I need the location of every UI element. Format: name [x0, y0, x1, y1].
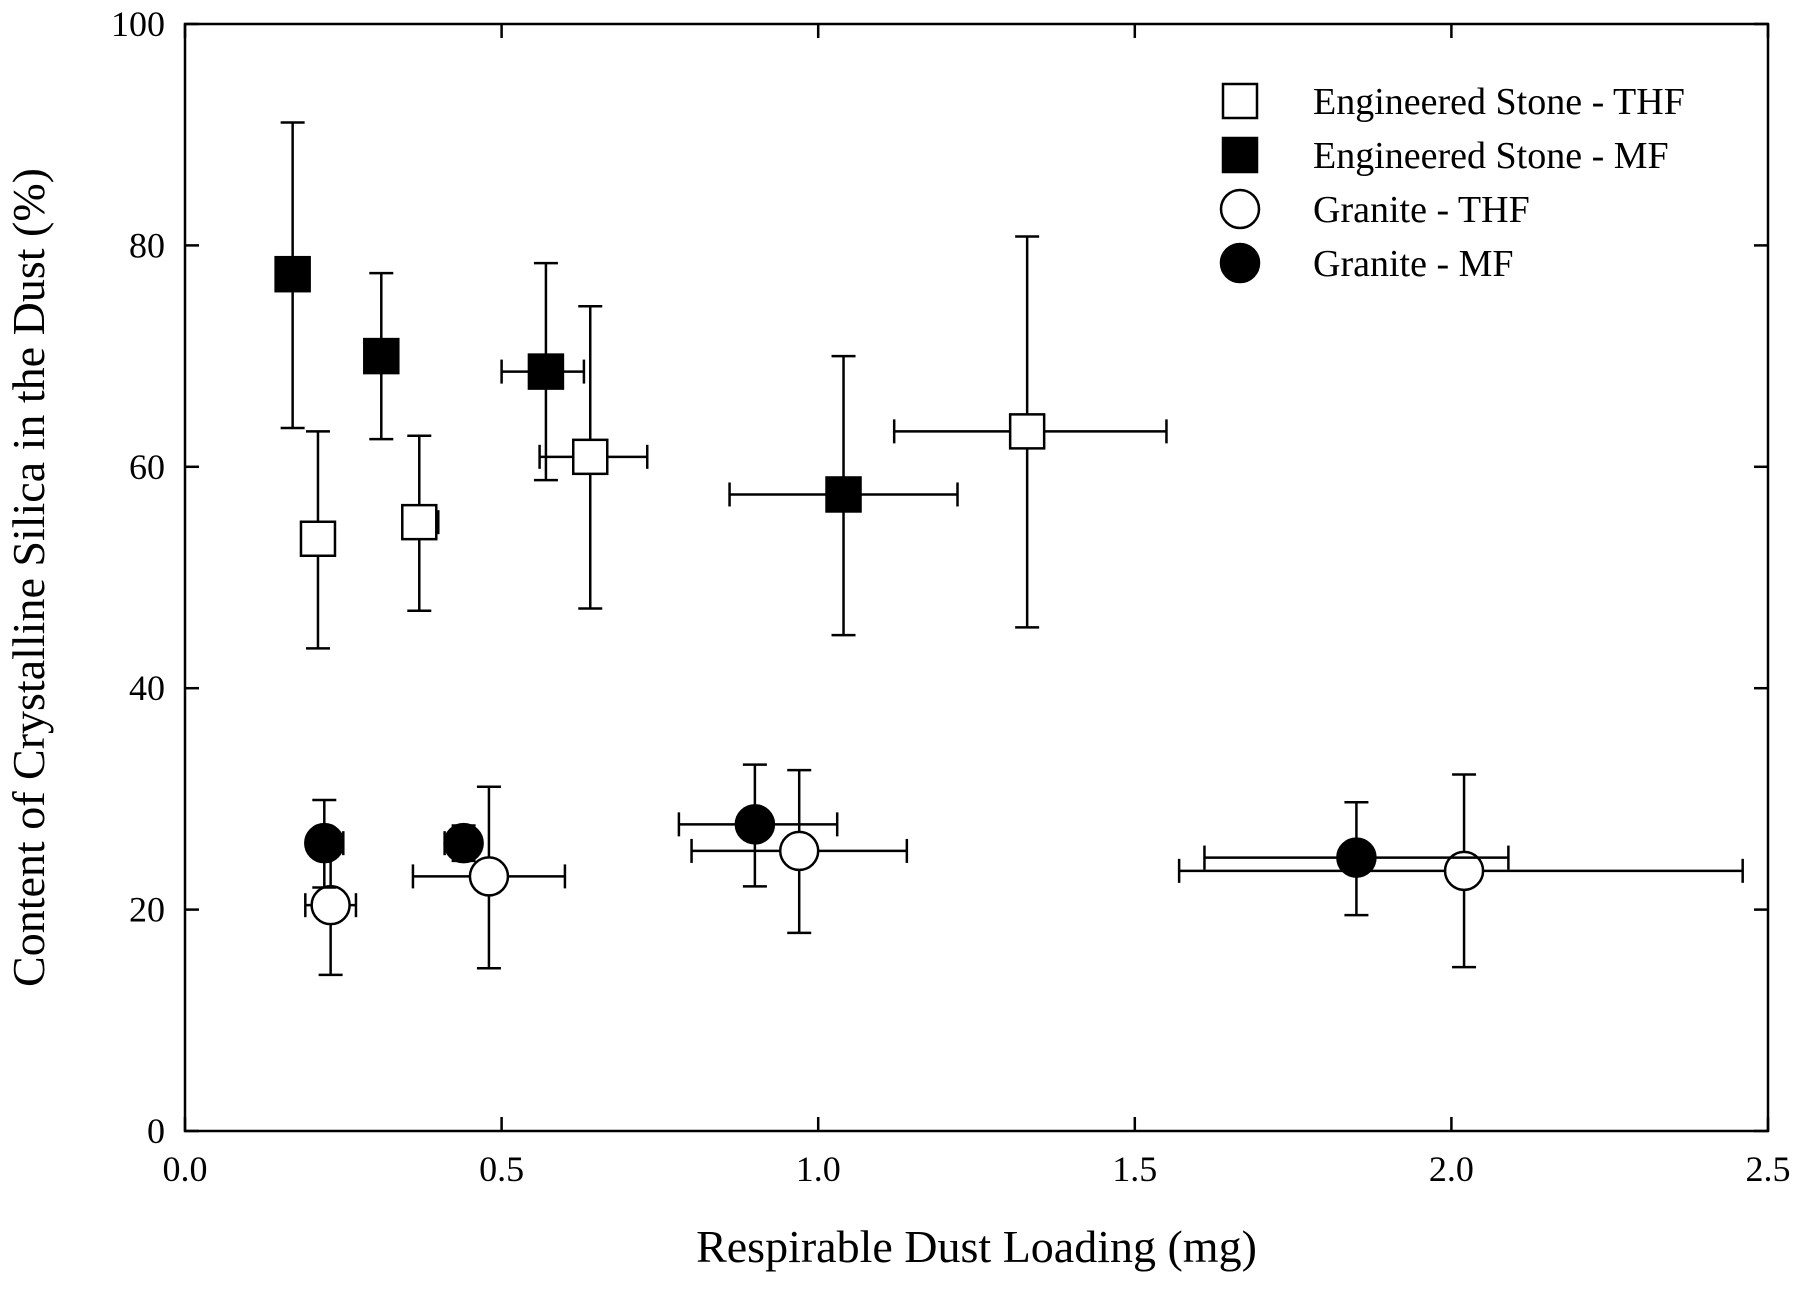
legend-marker [1221, 82, 1259, 120]
data-point [401, 503, 438, 541]
legend-marker [1221, 136, 1259, 174]
data-series [299, 235, 1168, 650]
x-tick-label: 0.5 [479, 1149, 524, 1189]
data-point [310, 884, 351, 926]
legend-item: Granite - MF [1219, 242, 1514, 285]
y-tick-label: 80 [129, 225, 165, 265]
data-point-group [1177, 773, 1744, 969]
y-tick-label: 40 [129, 668, 165, 708]
legend-marker [1219, 188, 1261, 230]
legend-label: Engineered Stone - THF [1313, 81, 1685, 123]
data-point [304, 822, 345, 864]
data-point [299, 520, 337, 558]
x-tick-label: 2.0 [1429, 1149, 1474, 1189]
legend-item: Engineered Stone - THF [1221, 81, 1685, 123]
y-tick-label: 20 [129, 890, 165, 930]
data-point [778, 830, 820, 872]
legend-item: Engineered Stone - MF [1221, 135, 1669, 177]
data-point-group [500, 261, 586, 482]
legend-label: Granite - MF [1313, 243, 1514, 285]
data-point-group [677, 763, 839, 888]
x-tick-label: 1.0 [796, 1149, 841, 1189]
x-tick-label: 2.5 [1746, 1149, 1791, 1189]
data-point-group [274, 121, 311, 430]
data-point-group [299, 430, 337, 650]
data-point [527, 353, 565, 390]
x-axis-title: Respirable Dust Loading (mg) [696, 1221, 1257, 1272]
data-point-group [728, 354, 959, 637]
data-point-group [443, 822, 484, 864]
data-point [571, 438, 609, 476]
data-point-group [690, 768, 909, 935]
data-point-group [401, 434, 440, 612]
y-tick-label: 100 [111, 4, 165, 44]
x-tick-label: 0.0 [163, 1149, 208, 1189]
y-tick-label: 0 [147, 1111, 165, 1151]
data-point [825, 476, 862, 513]
legend-label: Engineered Stone - MF [1313, 135, 1669, 177]
data-point [363, 337, 400, 375]
data-point [443, 822, 484, 864]
legend-label: Granite - THF [1313, 189, 1530, 231]
data-point-group [304, 798, 345, 889]
data-series [304, 763, 1510, 917]
legend-marker [1219, 242, 1261, 284]
data-point-group [363, 271, 400, 441]
data-point [1443, 850, 1485, 892]
data-point [1008, 413, 1046, 450]
data-series [304, 768, 1744, 977]
y-axis-title: Content of Crystalline Silica in the Dus… [3, 168, 54, 987]
plot-area [183, 22, 1770, 1133]
data-point-group [892, 235, 1168, 629]
y-tick-label: 60 [129, 447, 165, 487]
legend: Engineered Stone - THF Engineered Stone -… [1219, 81, 1685, 285]
data-point-group [1203, 800, 1510, 917]
axis-ticks: 0.0 0.5 1.0 1.5 2.0 2.5 0 20 40 60 80 100 [111, 4, 1791, 1189]
data-point-group [538, 305, 649, 610]
data-point-group [411, 785, 567, 970]
data-point [274, 255, 311, 293]
data-layer [274, 121, 1744, 977]
legend-item: Granite - THF [1219, 188, 1530, 231]
data-series [274, 121, 959, 637]
data-point [734, 804, 776, 845]
data-point [1336, 837, 1377, 878]
x-tick-label: 1.5 [1112, 1149, 1157, 1189]
data-point [468, 856, 510, 897]
